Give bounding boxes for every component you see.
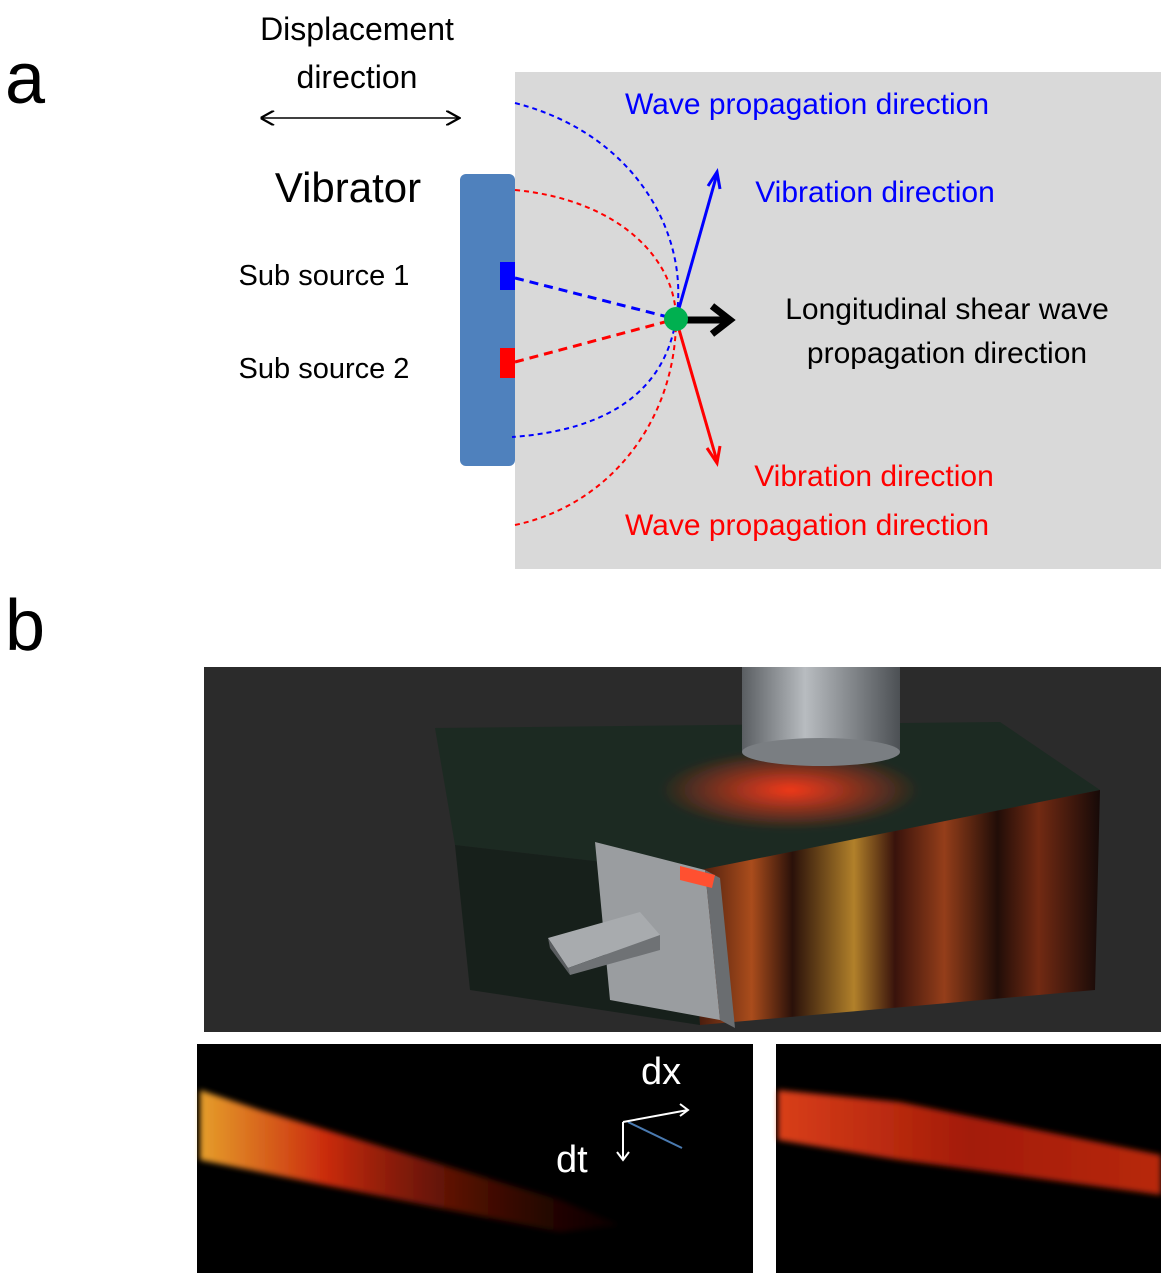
sub-source-label: Sub source 2	[239, 353, 410, 385]
annotation: Wave propagation direction	[625, 509, 989, 542]
kymograph-right	[776, 1044, 1161, 1273]
displacement-label: direction	[297, 59, 418, 95]
panel-label: a	[5, 39, 46, 119]
axis-label: dx	[641, 1051, 681, 1093]
panel-label: b	[5, 586, 45, 666]
sub-source-label: Sub source 1	[239, 260, 410, 292]
kymograph-left: dx dt	[197, 1044, 753, 1273]
sub-source-2	[500, 348, 515, 378]
vibrator-label: Vibrator	[275, 164, 421, 211]
axis-label: dt	[556, 1139, 588, 1181]
sub-source-1	[500, 262, 515, 290]
annotation: Vibration direction	[755, 176, 995, 209]
point	[664, 307, 688, 331]
vibrator	[460, 174, 515, 466]
annotation: propagation direction	[807, 337, 1087, 370]
annotation: Vibration direction	[754, 460, 994, 493]
render-image	[204, 667, 1161, 1032]
displacement-label: Displacement	[260, 11, 454, 47]
figure: a Displacement direction Vibrator Sub so…	[0, 0, 1161, 1273]
annotation: Longitudinal shear wave	[785, 293, 1109, 326]
annotation: Wave propagation direction	[625, 88, 989, 121]
